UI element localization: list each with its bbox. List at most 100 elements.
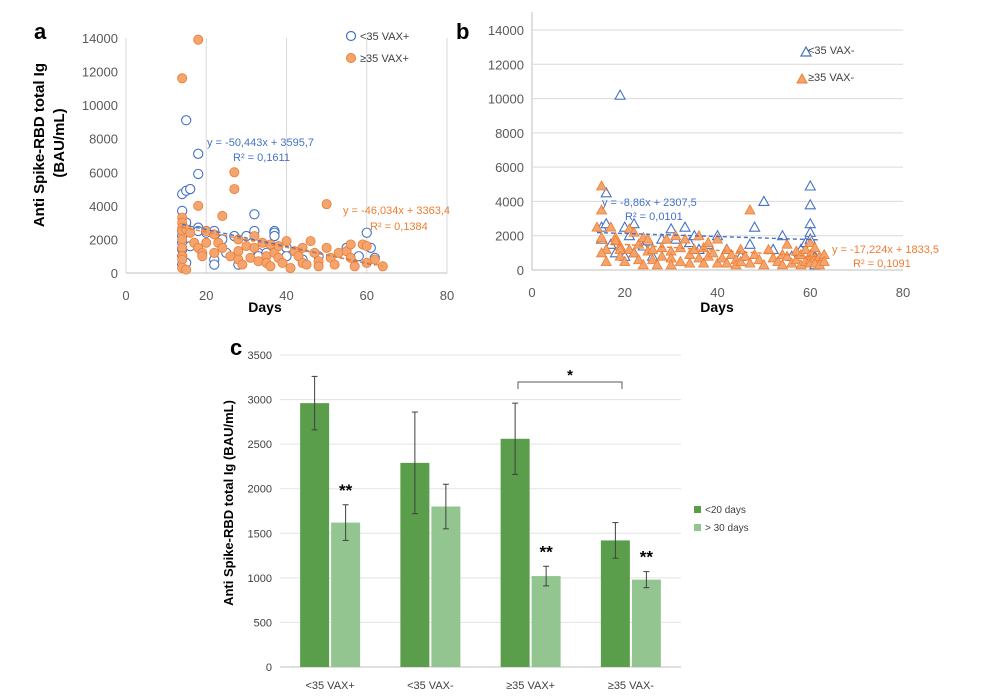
panel-a-data-point	[229, 184, 240, 195]
panel-a-trend-equation-blue: y = -50,443x + 3595,7	[207, 137, 314, 149]
panel-a-ytick-label: 6000	[89, 165, 118, 180]
panel-a-data-point	[281, 236, 292, 247]
panel-b-data-point	[600, 186, 613, 198]
panel-b-data-point	[665, 259, 677, 270]
panel-a-data-point	[201, 237, 212, 248]
panel-a-y-axis-title: Anti Spike-RBD total Ig (BAU/mL)	[31, 59, 68, 227]
panel-a-points	[177, 34, 388, 275]
panel-b-ytick-label: 6000	[495, 160, 524, 175]
panel-b-yticks: 0 2000 4000 6000 8000 10000 12000 14000	[488, 23, 524, 278]
panel-a-data-point	[177, 242, 188, 253]
panel-a-data-point	[329, 259, 340, 270]
panel-b-points	[591, 89, 830, 270]
panel-a-ytick-label: 10000	[82, 98, 118, 113]
panel-c-bar	[431, 506, 461, 667]
panel-b-grid	[532, 29, 903, 237]
panel-b-data-point	[595, 231, 608, 242]
panel-b-ytick-label: 8000	[495, 126, 524, 141]
panel-a-data-point	[217, 242, 228, 253]
panel-b-data-point	[697, 257, 710, 268]
panel-b-data-point	[646, 253, 659, 265]
panel-b-xtick-label: 20	[618, 285, 632, 300]
panel-b-data-point	[735, 255, 747, 266]
panel-b-data-point	[674, 241, 687, 253]
panel-a-data-point	[233, 246, 244, 257]
panel-a-trends	[182, 223, 383, 267]
panel-b-ytick-label: 2000	[495, 229, 524, 244]
panel-b-trend-line	[596, 242, 820, 258]
panel-c-ytick-label: 2500	[248, 439, 272, 451]
panel-c-ytick-label: 500	[254, 617, 272, 629]
panel-a-yticks: 0 2000 4000 6000 8000 10000 12000 14000	[82, 31, 118, 281]
panel-c-bar	[300, 403, 330, 667]
panel-a-data-point	[181, 115, 192, 126]
panel-a-data-point	[185, 227, 196, 238]
legend-label-lt35-vaxpos: <35 VAX+	[360, 31, 409, 43]
panel-c-y-axis-title: Anti Spike-RBD total Ig (BAU/mL)	[221, 400, 236, 606]
panel-b-data-point	[721, 257, 733, 268]
panel-b-data-point	[591, 221, 603, 232]
panel-a-ytick-label: 2000	[89, 232, 118, 247]
panel-b-data-point	[609, 235, 622, 246]
panel-b-data-point	[693, 252, 705, 263]
panel-b-data-point	[660, 233, 673, 244]
panel-b-xticks: 0 20 40 60 80	[528, 285, 910, 300]
panel-b-data-point	[605, 221, 617, 232]
legend-marker-open-circle	[345, 30, 357, 42]
legend-swatch-lt20-days	[694, 506, 701, 513]
panel-b-x-axis-title: Days	[700, 299, 734, 315]
panel-b-data-point	[619, 255, 631, 266]
panel-c-bar	[531, 576, 561, 667]
panel-a-r2-orange: R² = 0,1384	[370, 221, 428, 233]
legend-marker-filled-circle	[346, 53, 356, 63]
panel-b-data-point	[776, 229, 789, 241]
panel-a-data-point	[193, 168, 204, 180]
panel-c-category-label: <35 VAX+	[305, 680, 354, 692]
panel-b-trend-line	[596, 231, 820, 241]
panel-a-data-point	[305, 236, 316, 247]
panel-a-data-point	[241, 241, 252, 252]
panel-a-data-point	[193, 148, 204, 159]
panel-b-data-point	[739, 250, 752, 261]
legend-label-ge35-vaxpos: ≥35 VAX+	[360, 53, 409, 65]
panel-b-data-point	[781, 238, 793, 249]
panel-c-legend: <20 days > 30 days	[694, 505, 749, 534]
panel-b-xtick-label: 40	[710, 285, 724, 300]
panel-c-ytick-label: 1000	[248, 573, 272, 585]
panel-b-data-point	[697, 241, 710, 253]
panel-a-data-point	[181, 264, 192, 275]
panel-a-data-point	[229, 167, 240, 178]
bracket-significance-label: *	[567, 367, 573, 384]
panel-b-data-point	[804, 198, 817, 210]
panel-a-data-point	[285, 262, 296, 273]
panel-b-data-point	[744, 257, 756, 268]
panel-a-xtick-label: 20	[199, 288, 213, 303]
panel-b-data-point	[642, 233, 654, 244]
panel-a-trend-line	[182, 226, 383, 267]
panel-a-data-point	[377, 261, 388, 272]
panel-b-data-point	[632, 253, 645, 265]
panel-a-y-axis-title-line2: (BAU/mL)	[51, 108, 68, 177]
panel-b-data-point	[674, 255, 687, 266]
panel-a-data-point	[185, 183, 196, 195]
panel-a-data-point	[361, 241, 372, 252]
panel-b-data-point	[725, 248, 738, 259]
panel-c-category-label: ≥35 VAX-	[608, 680, 655, 692]
panel-b-data-point	[600, 255, 612, 266]
panel-a-data-point	[193, 200, 204, 211]
panel-c-bar	[600, 540, 630, 667]
panel-c-category-label: ≥35 VAX+	[506, 680, 555, 692]
panel-b-data-point	[595, 204, 608, 215]
panel-b-data-point	[711, 233, 724, 244]
panel-b-data-point	[614, 89, 627, 100]
panel-b-data-point	[781, 250, 793, 261]
panel-c-letter: c	[230, 335, 242, 360]
panel-a-xtick-label: 0	[122, 288, 129, 303]
panel-b-data-point	[804, 236, 816, 247]
significance-bracket	[517, 381, 623, 389]
panel-b-legend: <35 VAX- ≥35 VAX-	[796, 45, 855, 84]
panel-a-data-point	[209, 247, 220, 258]
panel-c-errorbars	[311, 375, 650, 589]
panel-b-data-point	[628, 247, 640, 258]
panel-a-x-axis-title: Days	[248, 299, 282, 315]
